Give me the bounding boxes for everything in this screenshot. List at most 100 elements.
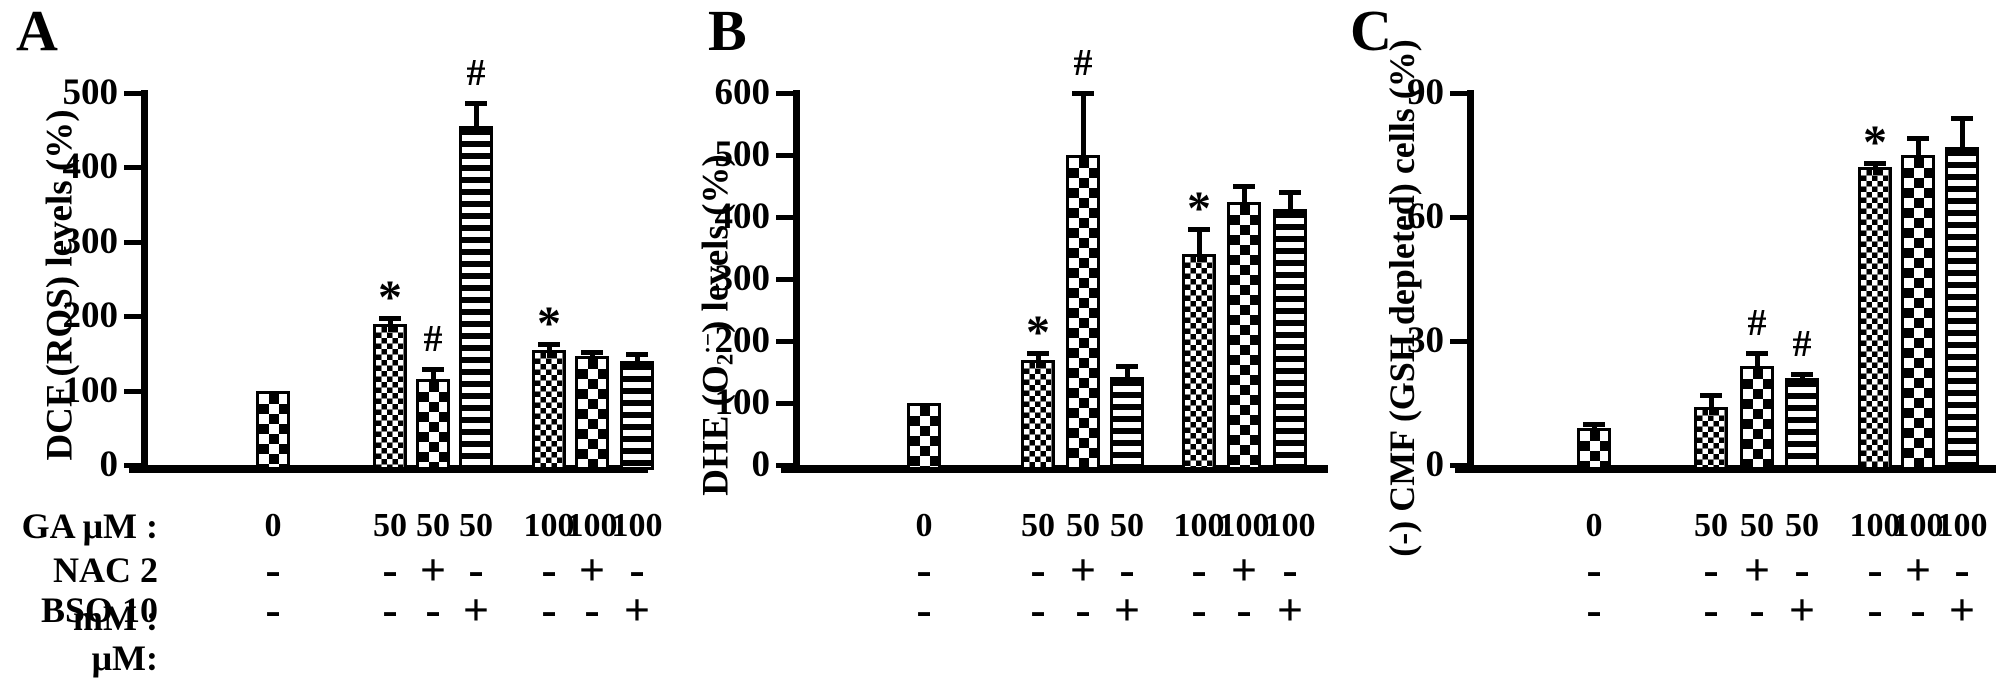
significance-hash: # [1747,302,1767,345]
nac-flag: - [1282,544,1298,595]
y-tick [776,463,798,468]
nac-flag: - [629,544,645,595]
y-tick-label: 30 [1407,320,1444,361]
significance-asterisk: * [378,270,402,324]
panel-a: A DCF (ROS) levels (%) 0 100 200 300 400 500 * #… [0,0,663,679]
error-bar-cap [1583,421,1605,427]
bso-flag: - [1586,584,1602,635]
error-bar-cap [1951,115,1973,121]
nac-flag: - [1703,544,1719,595]
bso-flag: + [1948,584,1976,635]
error-bar-cap [1072,91,1094,96]
ga-dose-value: 50 [1021,507,1055,544]
ga-dose-value: 50 [373,507,407,544]
nac-flag: - [916,544,932,595]
ga-dose-value: 0 [264,507,282,544]
significance-asterisk: * [1187,182,1211,236]
bso-flag: - [541,584,557,635]
y-tick-label: 200 [62,295,119,337]
error-bar-line [474,103,479,135]
nac-flag: + [1069,544,1097,595]
bar [1901,155,1935,470]
bar [1182,254,1216,470]
y-tick [124,314,146,320]
y-tick [776,401,798,406]
y-tick-label: 0 [1425,444,1445,485]
nac-flag: - [1867,544,1883,595]
y-tick [124,463,146,468]
ga-dose-value: 0 [1585,507,1603,544]
error-bar-cap [1027,351,1049,357]
ga-dose-value: 100 [611,507,663,544]
bar [1021,359,1055,470]
error-bar-cap [1746,351,1768,357]
nac-flag: + [578,544,606,595]
significance-asterisk: * [537,297,561,351]
significance-hash: # [1073,42,1093,84]
bso-flag: - [265,584,281,635]
error-bar-line [1800,374,1805,387]
error-bar-line [388,317,393,332]
treatment-row-label: BSO 10 μM: [40,590,158,678]
y-tick [776,277,798,282]
bso-flag: - [1867,584,1883,635]
bar [1110,376,1144,470]
nac-flag: - [382,544,398,595]
significance-hash: # [423,318,443,361]
error-bar-cap [379,315,401,321]
nac-flag: - [1586,544,1602,595]
panel-letter-c: C [1350,0,1392,63]
bso-flag: - [1030,584,1046,635]
y-tick [124,165,146,171]
error-bar-line [1036,353,1041,368]
ga-dose-value: 0 [915,507,933,544]
bar [907,403,941,470]
bso-flag: + [1788,584,1816,635]
bar [1066,155,1100,470]
ga-dose-value: 100 [1264,507,1316,544]
bso-flag: + [1276,584,1304,635]
treatment-row-label: GA μM : [21,506,158,546]
ga-dose-value: 50 [1066,507,1100,544]
error-bar-line [1873,163,1878,176]
y-tick [124,388,146,394]
ga-dose-value: 100 [523,507,575,544]
y-tick [124,91,146,96]
bar [532,350,566,470]
panel-letter-a: A [16,0,58,63]
bar [620,360,654,470]
error-bar-cap [1116,363,1138,369]
y-tick [124,239,146,245]
y-tick [776,339,798,344]
bso-flag: - [382,584,398,635]
error-bar-line [590,351,595,364]
bso-flag: - [1191,584,1207,635]
significance-asterisk: * [1026,306,1050,360]
ga-dose-value: 50 [1110,507,1144,544]
nac-flag: + [1743,544,1771,595]
nac-flag: - [1191,544,1207,595]
error-bar-cap [465,101,487,107]
error-bar-cap [422,367,444,373]
ga-dose-value: 50 [459,507,493,544]
error-bar-line [1288,192,1293,217]
nac-flag: + [1904,544,1932,595]
bar [1858,167,1892,470]
ga-dose-value: 100 [1173,507,1225,544]
error-bar-line [1197,229,1202,263]
bso-flag: - [1703,584,1719,635]
ga-dose-value: 50 [1740,507,1774,544]
bso-flag: + [1113,584,1141,635]
panel-c: C (-) CMF (GSH depleted) cells (%) 0 30 60 9… [1340,0,2008,640]
bar [373,323,407,470]
y-tick [1450,91,1472,96]
bso-flag: - [1075,584,1091,635]
error-bar-line [635,354,640,369]
nac-flag: - [1030,544,1046,595]
ga-dose-value: 100 [1218,507,1270,544]
bso-flag: - [584,584,600,635]
significance-asterisk: * [1863,116,1887,170]
nac-flag: - [1954,544,1970,595]
error-bar-line [431,369,436,388]
bso-flag: + [623,584,651,635]
